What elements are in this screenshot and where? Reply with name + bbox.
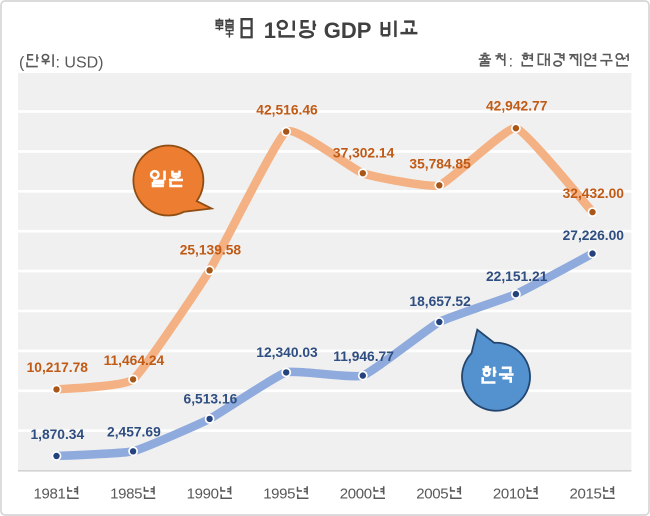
svg-text:35,784.85: 35,784.85	[409, 157, 471, 172]
svg-text:1990: 1990	[187, 485, 219, 502]
svg-text:22,151.21: 22,151.21	[486, 269, 548, 284]
svg-text:GDP: GDP	[324, 18, 372, 43]
svg-text:1981: 1981	[34, 485, 66, 502]
svg-text:25,139.58: 25,139.58	[180, 242, 242, 257]
svg-text:2000: 2000	[340, 485, 372, 502]
svg-text:11,464.24: 11,464.24	[104, 353, 165, 368]
svg-text::: :	[509, 54, 513, 71]
svg-text:42,942.77: 42,942.77	[486, 98, 548, 113]
svg-text:18,657.52: 18,657.52	[409, 294, 471, 309]
svg-text:1,870.34: 1,870.34	[30, 427, 84, 442]
svg-text:12,340.03: 12,340.03	[256, 345, 318, 360]
svg-text:2005: 2005	[416, 485, 448, 502]
svg-text:1995: 1995	[263, 485, 295, 502]
svg-text:2015: 2015	[570, 485, 602, 502]
svg-text:10,217.78: 10,217.78	[27, 360, 89, 375]
svg-text:2010: 2010	[493, 485, 525, 502]
svg-text:2,457.69: 2,457.69	[107, 424, 161, 439]
svg-text:42,516.46: 42,516.46	[256, 102, 318, 117]
svg-text:27,226.00: 27,226.00	[563, 228, 625, 243]
svg-text:(: (	[19, 54, 25, 71]
svg-text:: USD): : USD)	[56, 54, 104, 71]
svg-text:1985: 1985	[110, 485, 142, 502]
svg-text:1: 1	[264, 18, 276, 43]
svg-text:6,513.16: 6,513.16	[184, 391, 238, 406]
svg-text:11,946.77: 11,946.77	[333, 349, 394, 364]
svg-text:37,302.14: 37,302.14	[333, 146, 395, 161]
svg-text:32,432.00: 32,432.00	[563, 186, 625, 201]
